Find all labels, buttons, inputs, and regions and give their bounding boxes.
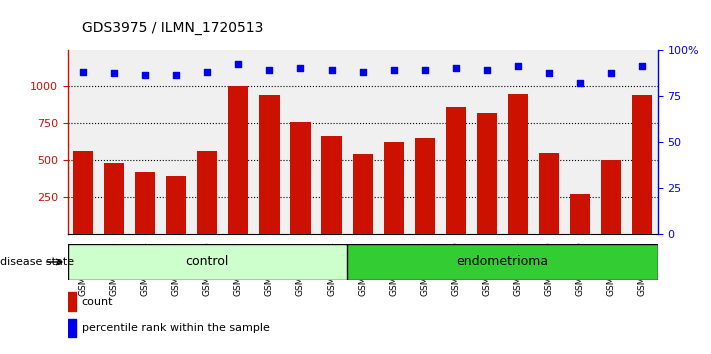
Text: count: count [82, 297, 113, 307]
Point [202, 69, 213, 74]
Bar [353, 154, 373, 234]
Bar [477, 113, 497, 234]
Text: GDS3975 / ILMN_1720513: GDS3975 / ILMN_1720513 [82, 21, 263, 35]
Point [574, 80, 586, 86]
Bar [290, 122, 311, 234]
Bar [446, 107, 466, 234]
Point [636, 63, 648, 69]
Bar [228, 86, 248, 234]
Bar [601, 160, 621, 234]
Bar [68, 244, 347, 280]
Bar [632, 95, 652, 234]
Bar [68, 292, 77, 311]
Point [232, 62, 244, 67]
Bar [260, 95, 279, 234]
Bar [73, 151, 93, 234]
Text: disease state: disease state [0, 257, 74, 267]
Bar [570, 194, 590, 234]
Point [295, 65, 306, 71]
Point [481, 67, 493, 73]
Point [171, 73, 182, 78]
Point [605, 71, 616, 76]
Bar [166, 176, 186, 234]
Bar [539, 153, 559, 234]
Text: control: control [186, 256, 229, 268]
Bar [68, 319, 77, 337]
Point [77, 69, 89, 74]
Point [419, 67, 430, 73]
Text: percentile rank within the sample: percentile rank within the sample [82, 323, 269, 333]
Bar [508, 95, 528, 234]
Bar [135, 172, 155, 234]
Bar [321, 136, 342, 234]
Point [450, 65, 461, 71]
Point [512, 63, 523, 69]
Bar [383, 142, 404, 234]
Text: endometrioma: endometrioma [456, 256, 548, 268]
Bar [415, 138, 435, 234]
Bar [104, 163, 124, 234]
Bar [197, 151, 218, 234]
Point [139, 73, 151, 78]
Point [388, 67, 400, 73]
Bar [347, 244, 658, 280]
Point [357, 69, 368, 74]
Point [326, 67, 337, 73]
Point [264, 67, 275, 73]
Point [109, 71, 120, 76]
Point [543, 71, 555, 76]
